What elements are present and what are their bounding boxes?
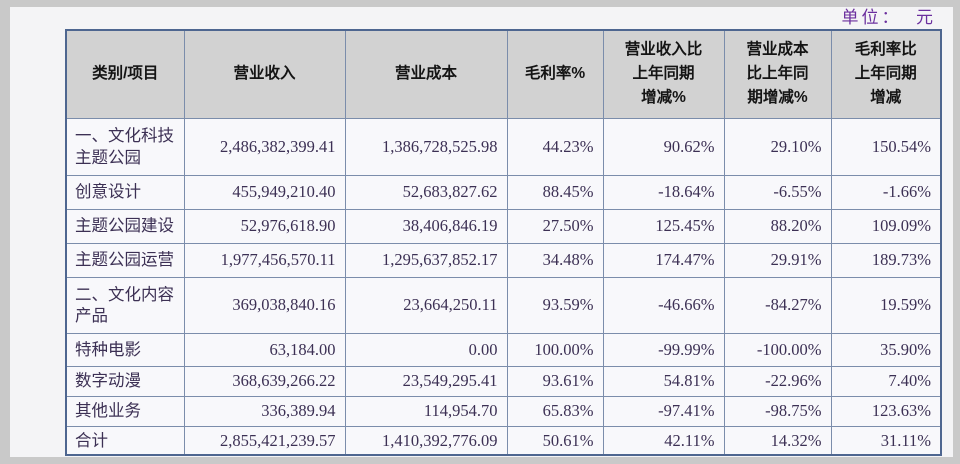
cell-cost-yoy: -84.27% — [723, 276, 832, 334]
table-row: 主题公园运营 1,977,456,570.11 1,295,637,852.17… — [65, 242, 942, 278]
cell-category: 一、文化科技主题公园 — [65, 117, 185, 176]
cell-cost: 1,386,728,525.98 — [344, 117, 508, 176]
cell-cost-yoy: -100.00% — [723, 332, 832, 367]
cell-margin-yoy: 123.63% — [830, 395, 942, 427]
cell-revenue-yoy: 42.11% — [602, 425, 725, 456]
cell-revenue: 1,977,456,570.11 — [183, 242, 346, 278]
cell-cost-yoy: -22.96% — [723, 365, 832, 397]
cell-category: 合计 — [65, 425, 185, 456]
cell-cost-yoy: 29.10% — [723, 117, 832, 176]
cell-margin-yoy: 19.59% — [830, 276, 942, 334]
cell-revenue: 369,038,840.16 — [183, 276, 346, 334]
column-header-margin: 毛利率% — [506, 29, 604, 119]
cell-category: 主题公园运营 — [65, 242, 185, 278]
column-header-margin-yoy: 毛利率比 上年同期 增减 — [830, 29, 942, 119]
cell-cost-yoy: 14.32% — [723, 425, 832, 456]
cell-category: 二、文化内容产品 — [65, 276, 185, 334]
cell-margin-yoy: 31.11% — [830, 425, 942, 456]
cell-revenue: 2,855,421,239.57 — [183, 425, 346, 456]
column-header-category: 类别/项目 — [65, 29, 185, 119]
table-row-total: 合计 2,855,421,239.57 1,410,392,776.09 50.… — [65, 425, 942, 456]
cell-margin: 44.23% — [506, 117, 604, 176]
cell-category: 其他业务 — [65, 395, 185, 427]
cell-margin-yoy: 150.54% — [830, 117, 942, 176]
cell-cost: 0.00 — [344, 332, 508, 367]
cell-revenue: 2,486,382,399.41 — [183, 117, 346, 176]
cell-category: 特种电影 — [65, 332, 185, 367]
cell-margin: 50.61% — [506, 425, 604, 456]
unit-label: 单位： 元 — [841, 8, 936, 27]
cell-margin: 27.50% — [506, 208, 604, 244]
cell-revenue: 336,389.94 — [183, 395, 346, 427]
table-row: 主题公园建设 52,976,618.90 38,406,846.19 27.50… — [65, 208, 942, 244]
column-header-revenue: 营业收入 — [183, 29, 346, 119]
cell-category: 数字动漫 — [65, 365, 185, 397]
cell-margin: 93.61% — [506, 365, 604, 397]
cell-margin: 88.45% — [506, 174, 604, 210]
cell-revenue-yoy: -18.64% — [602, 174, 725, 210]
cell-margin: 34.48% — [506, 242, 604, 278]
cell-revenue: 455,949,210.40 — [183, 174, 346, 210]
cell-revenue-yoy: -97.41% — [602, 395, 725, 427]
cell-cost: 23,549,295.41 — [344, 365, 508, 397]
cell-revenue: 368,639,266.22 — [183, 365, 346, 397]
financial-segment-table: 类别/项目 营业收入 营业成本 毛利率% 营业收入比 上年同期 增减% 营业成本… — [65, 29, 942, 456]
cell-category: 创意设计 — [65, 174, 185, 210]
cell-cost: 114,954.70 — [344, 395, 508, 427]
cell-cost-yoy: -6.55% — [723, 174, 832, 210]
table-header-row: 类别/项目 营业收入 营业成本 毛利率% 营业收入比 上年同期 增减% 营业成本… — [65, 29, 942, 119]
cell-cost-yoy: 29.91% — [723, 242, 832, 278]
cell-margin-yoy: 35.90% — [830, 332, 942, 367]
cell-revenue: 52,976,618.90 — [183, 208, 346, 244]
cell-cost: 1,410,392,776.09 — [344, 425, 508, 456]
cell-revenue-yoy: 90.62% — [602, 117, 725, 176]
cell-revenue: 63,184.00 — [183, 332, 346, 367]
cell-margin: 100.00% — [506, 332, 604, 367]
cell-cost-yoy: 88.20% — [723, 208, 832, 244]
cell-margin: 93.59% — [506, 276, 604, 334]
cell-margin-yoy: -1.66% — [830, 174, 942, 210]
cell-revenue-yoy: 125.45% — [602, 208, 725, 244]
cell-revenue-yoy: -46.66% — [602, 276, 725, 334]
column-header-cost-yoy: 营业成本 比上年同 期增减% — [723, 29, 832, 119]
cell-margin-yoy: 7.40% — [830, 365, 942, 397]
table-row: 一、文化科技主题公园 2,486,382,399.41 1,386,728,52… — [65, 117, 942, 176]
table-row: 其他业务 336,389.94 114,954.70 65.83% -97.41… — [65, 395, 942, 427]
cell-revenue-yoy: 174.47% — [602, 242, 725, 278]
cell-revenue-yoy: -99.99% — [602, 332, 725, 367]
cell-revenue-yoy: 54.81% — [602, 365, 725, 397]
column-header-cost: 营业成本 — [344, 29, 508, 119]
column-header-revenue-yoy: 营业收入比 上年同期 增减% — [602, 29, 725, 119]
table-row: 特种电影 63,184.00 0.00 100.00% -99.99% -100… — [65, 332, 942, 367]
cell-margin: 65.83% — [506, 395, 604, 427]
table-row: 二、文化内容产品 369,038,840.16 23,664,250.11 93… — [65, 276, 942, 334]
table-row: 数字动漫 368,639,266.22 23,549,295.41 93.61%… — [65, 365, 942, 397]
cell-cost: 38,406,846.19 — [344, 208, 508, 244]
cell-margin-yoy: 189.73% — [830, 242, 942, 278]
cell-category: 主题公园建设 — [65, 208, 185, 244]
table-row: 创意设计 455,949,210.40 52,683,827.62 88.45%… — [65, 174, 942, 210]
cell-cost: 1,295,637,852.17 — [344, 242, 508, 278]
cell-cost: 52,683,827.62 — [344, 174, 508, 210]
cell-cost: 23,664,250.11 — [344, 276, 508, 334]
cell-cost-yoy: -98.75% — [723, 395, 832, 427]
cell-margin-yoy: 109.09% — [830, 208, 942, 244]
